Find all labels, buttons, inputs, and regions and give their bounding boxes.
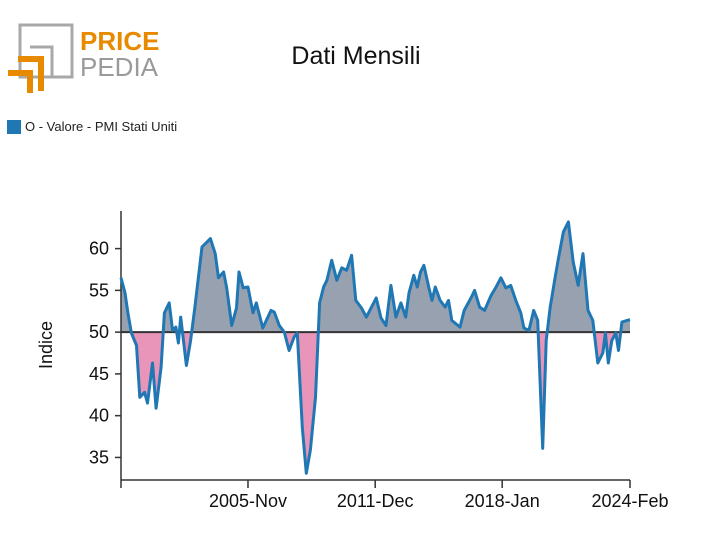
y-tick-label: 45 [89, 364, 109, 384]
x-tick-label: 2005-Nov [209, 491, 287, 511]
x-tick-label: 2024-Feb [591, 491, 668, 511]
area-below-baseline [121, 332, 630, 474]
x-tick-label: 2018-Jan [465, 491, 540, 511]
legend-swatch [7, 119, 21, 134]
area-above-baseline [121, 221, 630, 333]
y-tick-label: 40 [89, 406, 109, 426]
y-tick-label: 50 [89, 322, 109, 342]
y-tick-label: 55 [89, 280, 109, 300]
logo-text-price: PRICE [80, 26, 159, 56]
legend-label: O - Valore - PMI Stati Uniti [25, 119, 178, 134]
legend[interactable]: O - Valore - PMI Stati Uniti [7, 119, 177, 134]
x-tick-label: 2011-Dec [337, 491, 414, 511]
y-axis-label: Indice [36, 321, 56, 369]
series-line-pmi-stati-uniti [119, 220, 631, 475]
y-tick-label: 60 [89, 239, 109, 259]
pricepedia-logo: PRICE PEDIA [8, 23, 159, 93]
logo-text-pedia: PEDIA [80, 52, 159, 82]
y-tick-label: 35 [89, 447, 109, 467]
chart-title: Dati Mensili [291, 42, 421, 70]
